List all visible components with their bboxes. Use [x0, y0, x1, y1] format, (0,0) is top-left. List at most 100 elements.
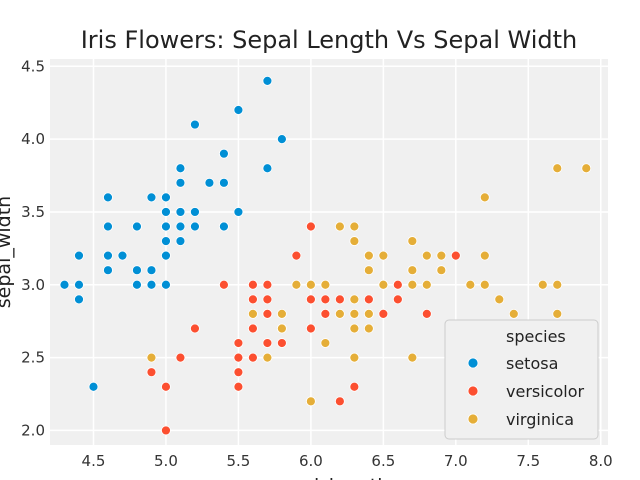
point-versicolor [320, 294, 331, 305]
point-versicolor [305, 294, 316, 305]
point-setosa [117, 250, 128, 261]
x-tick-label: 5.0 [154, 452, 178, 470]
point-setosa [146, 192, 157, 203]
point-setosa [59, 279, 70, 290]
point-setosa [190, 119, 200, 130]
point-virginica [479, 192, 490, 203]
point-virginica [436, 250, 447, 261]
point-setosa [88, 381, 99, 392]
point-virginica [407, 236, 418, 246]
point-versicolor [262, 279, 273, 290]
point-setosa [74, 279, 84, 290]
point-versicolor [305, 323, 316, 334]
point-setosa [161, 192, 171, 203]
point-virginica [363, 250, 374, 261]
point-setosa [146, 279, 157, 290]
point-setosa [74, 250, 84, 261]
point-versicolor [363, 294, 374, 305]
point-versicolor [334, 396, 345, 407]
point-setosa [74, 294, 84, 305]
point-versicolor [262, 338, 273, 348]
point-virginica [479, 250, 490, 261]
point-virginica [349, 323, 360, 334]
point-setosa [219, 148, 229, 159]
point-virginica [378, 250, 389, 261]
point-virginica [349, 352, 360, 363]
point-setosa [190, 207, 200, 217]
point-virginica [305, 279, 316, 290]
point-versicolor [262, 294, 273, 305]
point-virginica [349, 236, 360, 246]
legend-marker-virginica [467, 413, 479, 425]
legend-title: species [506, 327, 566, 346]
point-setosa [190, 221, 200, 232]
x-tick-label: 6.0 [299, 452, 323, 470]
point-versicolor [291, 250, 302, 261]
point-virginica [552, 279, 563, 290]
legend-label-versicolor: versicolor [506, 382, 584, 401]
point-virginica [363, 309, 374, 319]
point-setosa [175, 207, 186, 217]
point-versicolor [175, 352, 186, 363]
point-setosa [161, 236, 171, 246]
point-setosa [262, 75, 273, 86]
point-versicolor [219, 279, 229, 290]
point-setosa [233, 105, 244, 115]
point-setosa [103, 265, 113, 276]
point-versicolor [262, 309, 273, 319]
point-setosa [146, 265, 157, 276]
point-setosa [103, 221, 113, 232]
point-virginica [146, 352, 157, 363]
point-setosa [132, 265, 142, 276]
y-tick-label: 4.0 [21, 130, 45, 148]
point-versicolor [320, 309, 331, 319]
point-versicolor [378, 309, 389, 319]
x-tick-label: 4.5 [82, 452, 106, 470]
point-virginica [552, 309, 563, 319]
point-virginica [276, 309, 287, 319]
point-virginica [320, 338, 331, 348]
point-setosa [161, 250, 171, 261]
point-setosa [175, 221, 186, 232]
point-versicolor [233, 367, 244, 378]
point-setosa [262, 163, 273, 174]
point-versicolor [248, 294, 258, 305]
point-virginica [276, 323, 287, 334]
point-versicolor [349, 381, 360, 392]
legend: species setosa versicolor virginica [444, 319, 599, 440]
tick-labels: 4.5 5.0 5.5 6.0 6.5 7.0 7.5 8.0 2.0 2.5 3.0 3.5 4.0 4… [21, 57, 613, 470]
point-virginica [363, 323, 374, 334]
point-setosa [175, 177, 186, 188]
point-virginica [363, 265, 374, 276]
point-setosa [161, 221, 171, 232]
point-versicolor [248, 352, 258, 363]
x-tick-label: 5.5 [226, 452, 250, 470]
legend-label-virginica: virginica [506, 410, 574, 429]
point-virginica [248, 309, 258, 319]
point-setosa [103, 250, 113, 261]
x-axis-label: sepal_length [269, 475, 390, 480]
y-tick-label: 3.5 [21, 203, 45, 221]
point-virginica [465, 279, 476, 290]
point-versicolor [334, 294, 345, 305]
point-setosa [103, 192, 113, 203]
x-tick-label: 7.0 [444, 452, 468, 470]
legend-label-setosa: setosa [506, 354, 558, 373]
point-setosa [161, 207, 171, 217]
x-tick-label: 6.5 [371, 452, 395, 470]
x-tick-label: 8.0 [589, 452, 613, 470]
point-setosa [132, 279, 142, 290]
y-tick-label: 4.5 [21, 57, 45, 75]
point-virginica [349, 221, 360, 232]
point-virginica [262, 352, 273, 363]
legend-box [444, 319, 599, 440]
point-virginica [421, 250, 432, 261]
point-versicolor [248, 279, 258, 290]
y-tick-label: 2.5 [21, 349, 45, 367]
point-setosa [204, 177, 215, 188]
point-setosa [219, 177, 229, 188]
point-virginica [407, 352, 418, 363]
x-tick-label: 7.5 [516, 452, 540, 470]
point-virginica [552, 163, 563, 174]
